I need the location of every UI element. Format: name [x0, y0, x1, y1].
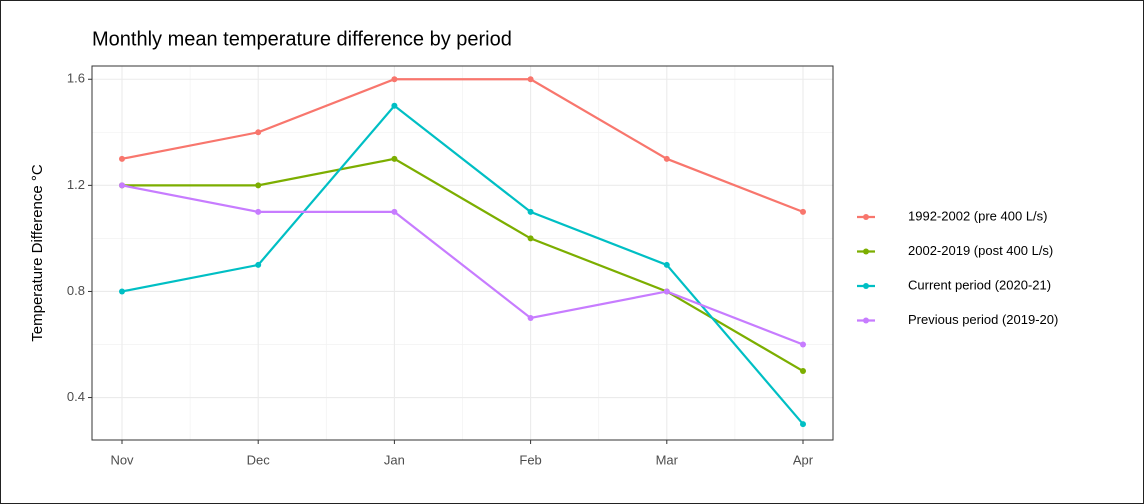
point	[119, 155, 125, 162]
point	[391, 102, 398, 109]
point	[800, 368, 806, 375]
legend-label: 2002-2019 (post 400 L/s)	[908, 243, 1053, 258]
x-tick-label: Jan	[384, 452, 405, 467]
x-tick-label: Mar	[656, 452, 679, 467]
point	[663, 261, 670, 268]
point	[255, 208, 262, 215]
point	[119, 182, 125, 189]
point	[119, 288, 125, 295]
point	[800, 341, 806, 348]
legend-key-point	[863, 283, 869, 289]
point	[391, 208, 398, 215]
point	[527, 208, 534, 215]
legend-label: Previous period (2019-20)	[908, 312, 1058, 327]
point	[255, 182, 262, 189]
legend-key-point	[863, 317, 869, 324]
point	[527, 76, 534, 83]
y-tick-label: 1.2	[67, 177, 85, 192]
plot-border	[91, 65, 834, 441]
legend-key-point	[863, 214, 869, 220]
x-tick-label: Dec	[247, 452, 271, 467]
chart-title: Monthly mean temperature difference by p…	[92, 28, 512, 50]
point	[527, 235, 534, 242]
series-line	[122, 157, 804, 372]
point	[800, 421, 806, 428]
point	[800, 208, 806, 215]
point	[527, 314, 534, 321]
series-line	[121, 78, 804, 213]
series-line	[121, 104, 804, 425]
x-tick-label: Nov	[110, 452, 134, 467]
point	[391, 155, 398, 162]
y-tick-label: 0.8	[67, 283, 85, 298]
point	[663, 155, 670, 162]
point	[663, 288, 670, 295]
legend-label: 1992-2002 (pre 400 L/s)	[908, 208, 1047, 223]
point	[255, 129, 262, 136]
y-axis-label: Temperature Difference °C	[29, 164, 46, 342]
x-tick-label: Apr	[793, 452, 814, 467]
point	[391, 76, 398, 83]
legend-key-point	[863, 248, 869, 255]
legend-label: Current period (2020-21)	[908, 277, 1051, 292]
x-tick-label: Feb	[519, 452, 541, 467]
series-line	[121, 184, 804, 346]
y-tick-label: 0.4	[67, 389, 85, 404]
point	[255, 261, 262, 268]
y-tick-label: 1.6	[67, 71, 85, 86]
